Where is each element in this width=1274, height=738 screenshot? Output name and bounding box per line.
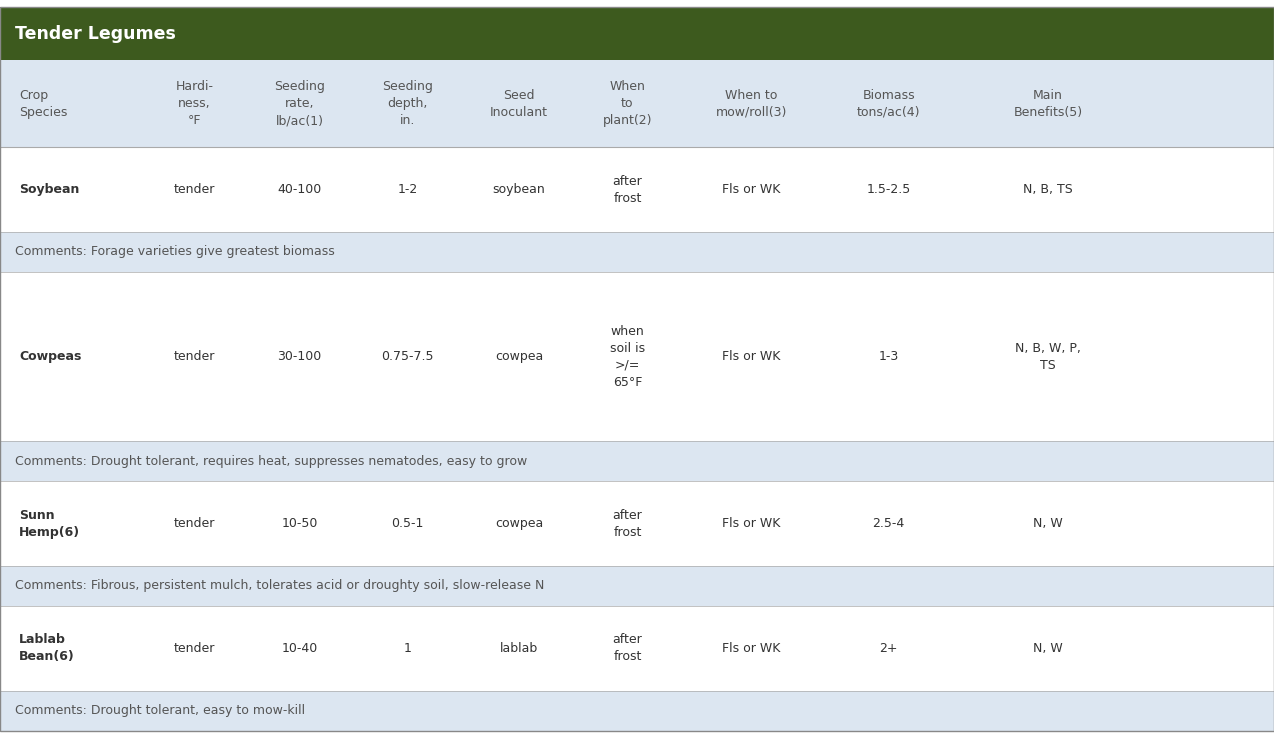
Text: Fls or WK: Fls or WK: [722, 350, 781, 363]
Text: Lablab
Bean(6): Lablab Bean(6): [19, 633, 75, 663]
Text: N, B, W, P,
TS: N, B, W, P, TS: [1015, 342, 1080, 372]
Text: 0.75-7.5: 0.75-7.5: [381, 350, 434, 363]
Text: Fls or WK: Fls or WK: [722, 642, 781, 655]
Text: cowpea: cowpea: [496, 350, 543, 363]
Text: 2+: 2+: [879, 642, 898, 655]
Text: Cowpeas: Cowpeas: [19, 350, 82, 363]
Text: 2.5-4: 2.5-4: [873, 517, 905, 530]
Text: Comments: Forage varieties give greatest biomass: Comments: Forage varieties give greatest…: [15, 246, 335, 258]
Text: 1-3: 1-3: [879, 350, 898, 363]
Text: after
frost: after frost: [613, 633, 642, 663]
Text: 1-2: 1-2: [397, 183, 418, 196]
Bar: [0, 481, 1274, 566]
Text: Fls or WK: Fls or WK: [722, 517, 781, 530]
Text: When
to
plant(2): When to plant(2): [603, 80, 652, 127]
Bar: [0, 232, 1274, 272]
Text: 30-100: 30-100: [278, 350, 321, 363]
Text: Seeding
depth,
in.: Seeding depth, in.: [382, 80, 433, 127]
Text: Biomass
tons/ac(4): Biomass tons/ac(4): [857, 89, 920, 119]
Text: after
frost: after frost: [613, 508, 642, 539]
Text: cowpea: cowpea: [496, 517, 543, 530]
Text: tender: tender: [173, 642, 215, 655]
Text: 1.5-2.5: 1.5-2.5: [866, 183, 911, 196]
Text: tender: tender: [173, 517, 215, 530]
Text: When to
mow/roll(3): When to mow/roll(3): [716, 89, 787, 119]
Text: soybean: soybean: [493, 183, 545, 196]
Bar: [0, 60, 1274, 148]
Bar: [0, 148, 1274, 232]
Text: Comments: Drought tolerant, easy to mow-kill: Comments: Drought tolerant, easy to mow-…: [15, 704, 306, 717]
Text: N, W: N, W: [1033, 517, 1063, 530]
Text: Fls or WK: Fls or WK: [722, 183, 781, 196]
Bar: [0, 272, 1274, 441]
Text: 1: 1: [404, 642, 412, 655]
Text: Hardi-
ness,
°F: Hardi- ness, °F: [176, 80, 213, 127]
Text: tender: tender: [173, 183, 215, 196]
Text: Comments: Fibrous, persistent mulch, tolerates acid or droughty soil, slow-relea: Comments: Fibrous, persistent mulch, tol…: [15, 579, 545, 593]
Text: Comments: Drought tolerant, requires heat, suppresses nematodes, easy to grow: Comments: Drought tolerant, requires hea…: [15, 455, 527, 468]
Text: Seeding
rate,
lb/ac(1): Seeding rate, lb/ac(1): [274, 80, 325, 127]
Text: N, W: N, W: [1033, 642, 1063, 655]
Text: Tender Legumes: Tender Legumes: [15, 24, 176, 43]
Text: N, B, TS: N, B, TS: [1023, 183, 1073, 196]
Text: when
soil is
>/=
65°F: when soil is >/= 65°F: [610, 325, 645, 389]
Bar: [0, 606, 1274, 691]
Bar: [0, 566, 1274, 606]
Text: 10-40: 10-40: [282, 642, 317, 655]
Text: 40-100: 40-100: [278, 183, 321, 196]
Text: after
frost: after frost: [613, 175, 642, 204]
Bar: [0, 441, 1274, 481]
Text: 0.5-1: 0.5-1: [391, 517, 424, 530]
Text: Soybean: Soybean: [19, 183, 79, 196]
Bar: [0, 7, 1274, 60]
Text: 10-50: 10-50: [282, 517, 317, 530]
Text: lablab: lablab: [499, 642, 539, 655]
Bar: [0, 691, 1274, 731]
Text: Seed
Inoculant: Seed Inoculant: [490, 89, 548, 119]
Text: tender: tender: [173, 350, 215, 363]
Text: Crop
Species: Crop Species: [19, 89, 68, 119]
Text: Main
Benefits(5): Main Benefits(5): [1013, 89, 1083, 119]
Text: Sunn
Hemp(6): Sunn Hemp(6): [19, 508, 80, 539]
